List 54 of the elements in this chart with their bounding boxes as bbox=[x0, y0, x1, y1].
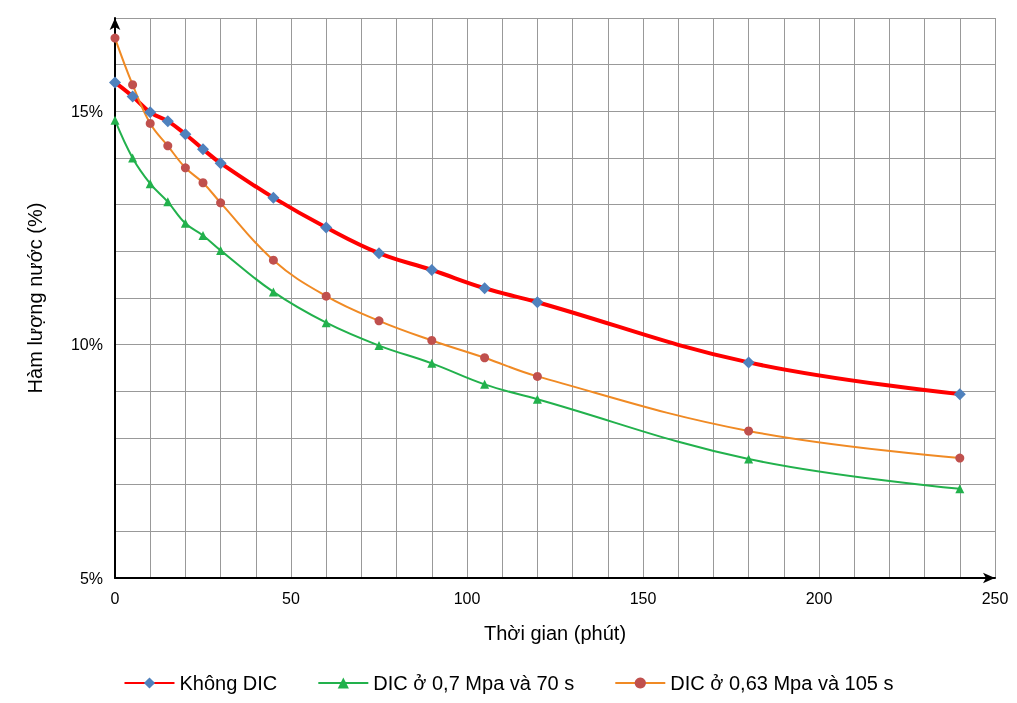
point bbox=[214, 157, 227, 170]
point bbox=[163, 141, 173, 151]
x-tick-label: 250 bbox=[981, 589, 1009, 607]
point bbox=[161, 115, 174, 128]
point bbox=[216, 198, 226, 208]
point bbox=[953, 388, 966, 401]
point bbox=[180, 163, 190, 173]
point bbox=[144, 106, 157, 119]
point bbox=[216, 245, 226, 255]
x-tick-label: 100 bbox=[453, 589, 481, 607]
point bbox=[531, 296, 544, 309]
point bbox=[179, 128, 192, 141]
point bbox=[320, 221, 333, 234]
y-tick-label: 5% bbox=[79, 569, 103, 587]
x-axis-title: Thời gian (phút) bbox=[483, 622, 627, 644]
legend-label: Không DIC bbox=[179, 672, 278, 694]
point bbox=[532, 371, 542, 381]
x-tick-label: 50 bbox=[282, 589, 300, 607]
point bbox=[480, 353, 490, 363]
x-tick-label: 0 bbox=[110, 589, 120, 607]
point bbox=[373, 247, 385, 260]
legend-label: DIC ở 0,63 Mpa và 105 s bbox=[670, 672, 894, 694]
point bbox=[109, 76, 121, 89]
y-tick-label: 10% bbox=[70, 336, 103, 354]
point bbox=[268, 255, 278, 265]
point bbox=[198, 178, 208, 188]
point bbox=[955, 453, 965, 463]
x-tick-label: 200 bbox=[805, 589, 833, 607]
point bbox=[532, 394, 542, 404]
y-axis-title: Hàm lượng nước (%) bbox=[24, 202, 46, 394]
legend-label: DIC ở 0,7 Mpa và 70 s bbox=[373, 672, 575, 694]
point bbox=[744, 454, 754, 464]
point bbox=[478, 282, 491, 295]
point bbox=[742, 356, 755, 369]
point bbox=[480, 379, 490, 389]
point bbox=[744, 426, 754, 436]
x-tick-label: 150 bbox=[629, 589, 657, 607]
point bbox=[110, 115, 120, 125]
point bbox=[374, 316, 384, 326]
point bbox=[321, 291, 331, 301]
y-tick-label: 15% bbox=[70, 102, 103, 120]
point bbox=[128, 80, 138, 90]
point bbox=[180, 218, 190, 228]
point bbox=[145, 118, 155, 128]
point bbox=[198, 230, 208, 240]
point bbox=[427, 335, 437, 345]
point bbox=[197, 143, 209, 156]
point bbox=[267, 191, 280, 204]
point bbox=[128, 153, 138, 163]
point bbox=[126, 90, 139, 103]
point bbox=[427, 358, 437, 368]
point bbox=[374, 341, 384, 351]
point bbox=[425, 264, 438, 276]
point bbox=[110, 33, 120, 43]
